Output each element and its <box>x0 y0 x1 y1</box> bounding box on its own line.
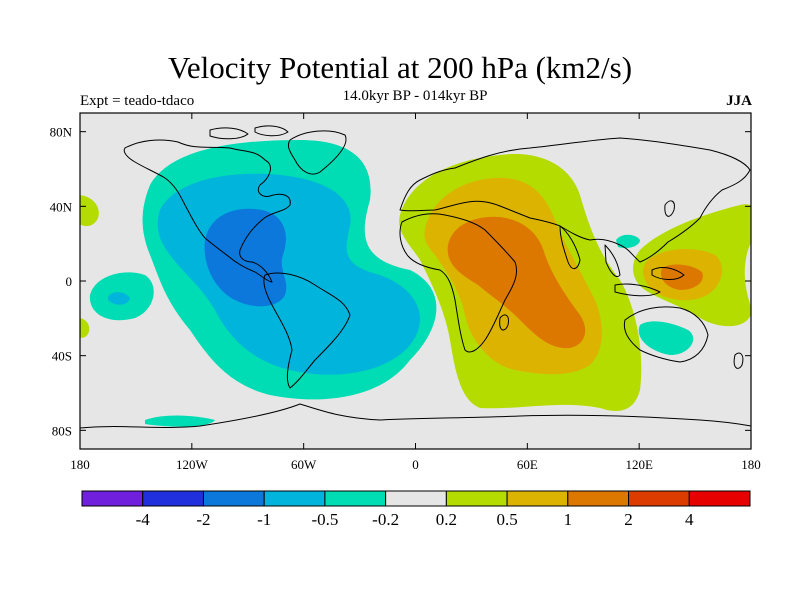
coast-madagascar <box>499 314 509 331</box>
colorbar-level-label: 2 <box>624 510 633 529</box>
lat-tick-label: 40N <box>50 199 73 214</box>
contour-neg-0.2-australia <box>638 321 694 355</box>
coast-australia <box>623 306 709 363</box>
colorbar-box <box>81 490 144 507</box>
coast-antarctica <box>80 403 751 429</box>
lon-tick-label: 120E <box>625 457 653 472</box>
lon-tick-label: 0 <box>412 457 419 472</box>
coastlines <box>80 125 751 429</box>
lon-tick-label: 120W <box>176 457 209 472</box>
coast-south-america <box>263 272 351 389</box>
coast-arctic-islands <box>209 125 289 140</box>
colorbar-box <box>628 490 690 507</box>
plot-subtitle: 14.0kyr BP - 014kyr BP <box>342 88 488 104</box>
lon-tick-label: 180 <box>70 457 90 472</box>
colorbar-level-label: 0.5 <box>496 510 517 529</box>
colorbar-box <box>385 490 447 507</box>
lat-tick-label: 80S <box>52 423 72 438</box>
contour-neg-1 <box>204 208 287 307</box>
season-label: JJA <box>726 93 752 109</box>
lon-tick-label: 180 <box>741 457 761 472</box>
contour-neg-0.2-south <box>145 415 215 427</box>
colorbar-labels: -4 -2 -1 -0.5 -0.2 0.2 0.5 1 2 4 <box>136 510 694 529</box>
coast-japan <box>664 200 675 217</box>
coast-greenland <box>287 130 347 175</box>
experiment-label: Expt = teado-tdaco <box>80 93 195 109</box>
lat-tick-label: 40S <box>52 349 72 364</box>
lon-tick-label: 60W <box>291 457 317 472</box>
colorbar-level-label: -4 <box>136 510 151 529</box>
colorbar-box <box>324 490 387 507</box>
coast-india <box>559 225 581 269</box>
coast-se-asia <box>604 244 685 297</box>
colorbar-boxes <box>81 490 751 507</box>
coast-new-zealand <box>733 352 744 369</box>
contour-pos-1-east <box>660 264 703 290</box>
contour-pos-1 <box>447 216 586 349</box>
contour-neg-0.5-pacific <box>108 292 130 305</box>
colorbar-level-label: 4 <box>685 510 694 529</box>
colorbar-box <box>263 490 326 507</box>
colorbar-level-label: 1 <box>564 510 573 529</box>
colorbar-level-label: -1 <box>257 510 271 529</box>
coast-eurasia <box>399 137 751 263</box>
colorbar-box <box>142 490 204 507</box>
colorbar-level-label: -0.5 <box>311 510 338 529</box>
latitude-ticks: 80N 40N 0 40S 80S <box>50 125 751 438</box>
lat-tick-label: 80N <box>50 125 73 140</box>
lon-tick-label: 60E <box>517 457 538 472</box>
contour-pos-0.2-westedge2 <box>80 318 90 338</box>
colorbar-box <box>202 490 265 507</box>
plot-title: Velocity Potential at 200 hPa (km2/s) <box>167 50 633 85</box>
contour-neg-0.2-arabia <box>616 234 640 249</box>
colorbar-box <box>567 490 630 507</box>
colorbar-box <box>445 490 508 507</box>
contour-pos-0.2-westedge <box>80 195 99 227</box>
colorbar-box <box>688 490 751 507</box>
longitude-ticks: 180 120W 60W 0 60E 120E 180 <box>70 113 761 472</box>
colorbar-level-label: -2 <box>196 510 210 529</box>
coast-north-america <box>123 139 291 283</box>
coast-africa <box>399 213 518 353</box>
colorbar-level-label: -0.2 <box>372 510 399 529</box>
lat-tick-label: 0 <box>66 274 73 289</box>
colorbar-box <box>506 490 569 507</box>
colorbar-level-label: 0.2 <box>436 510 457 529</box>
